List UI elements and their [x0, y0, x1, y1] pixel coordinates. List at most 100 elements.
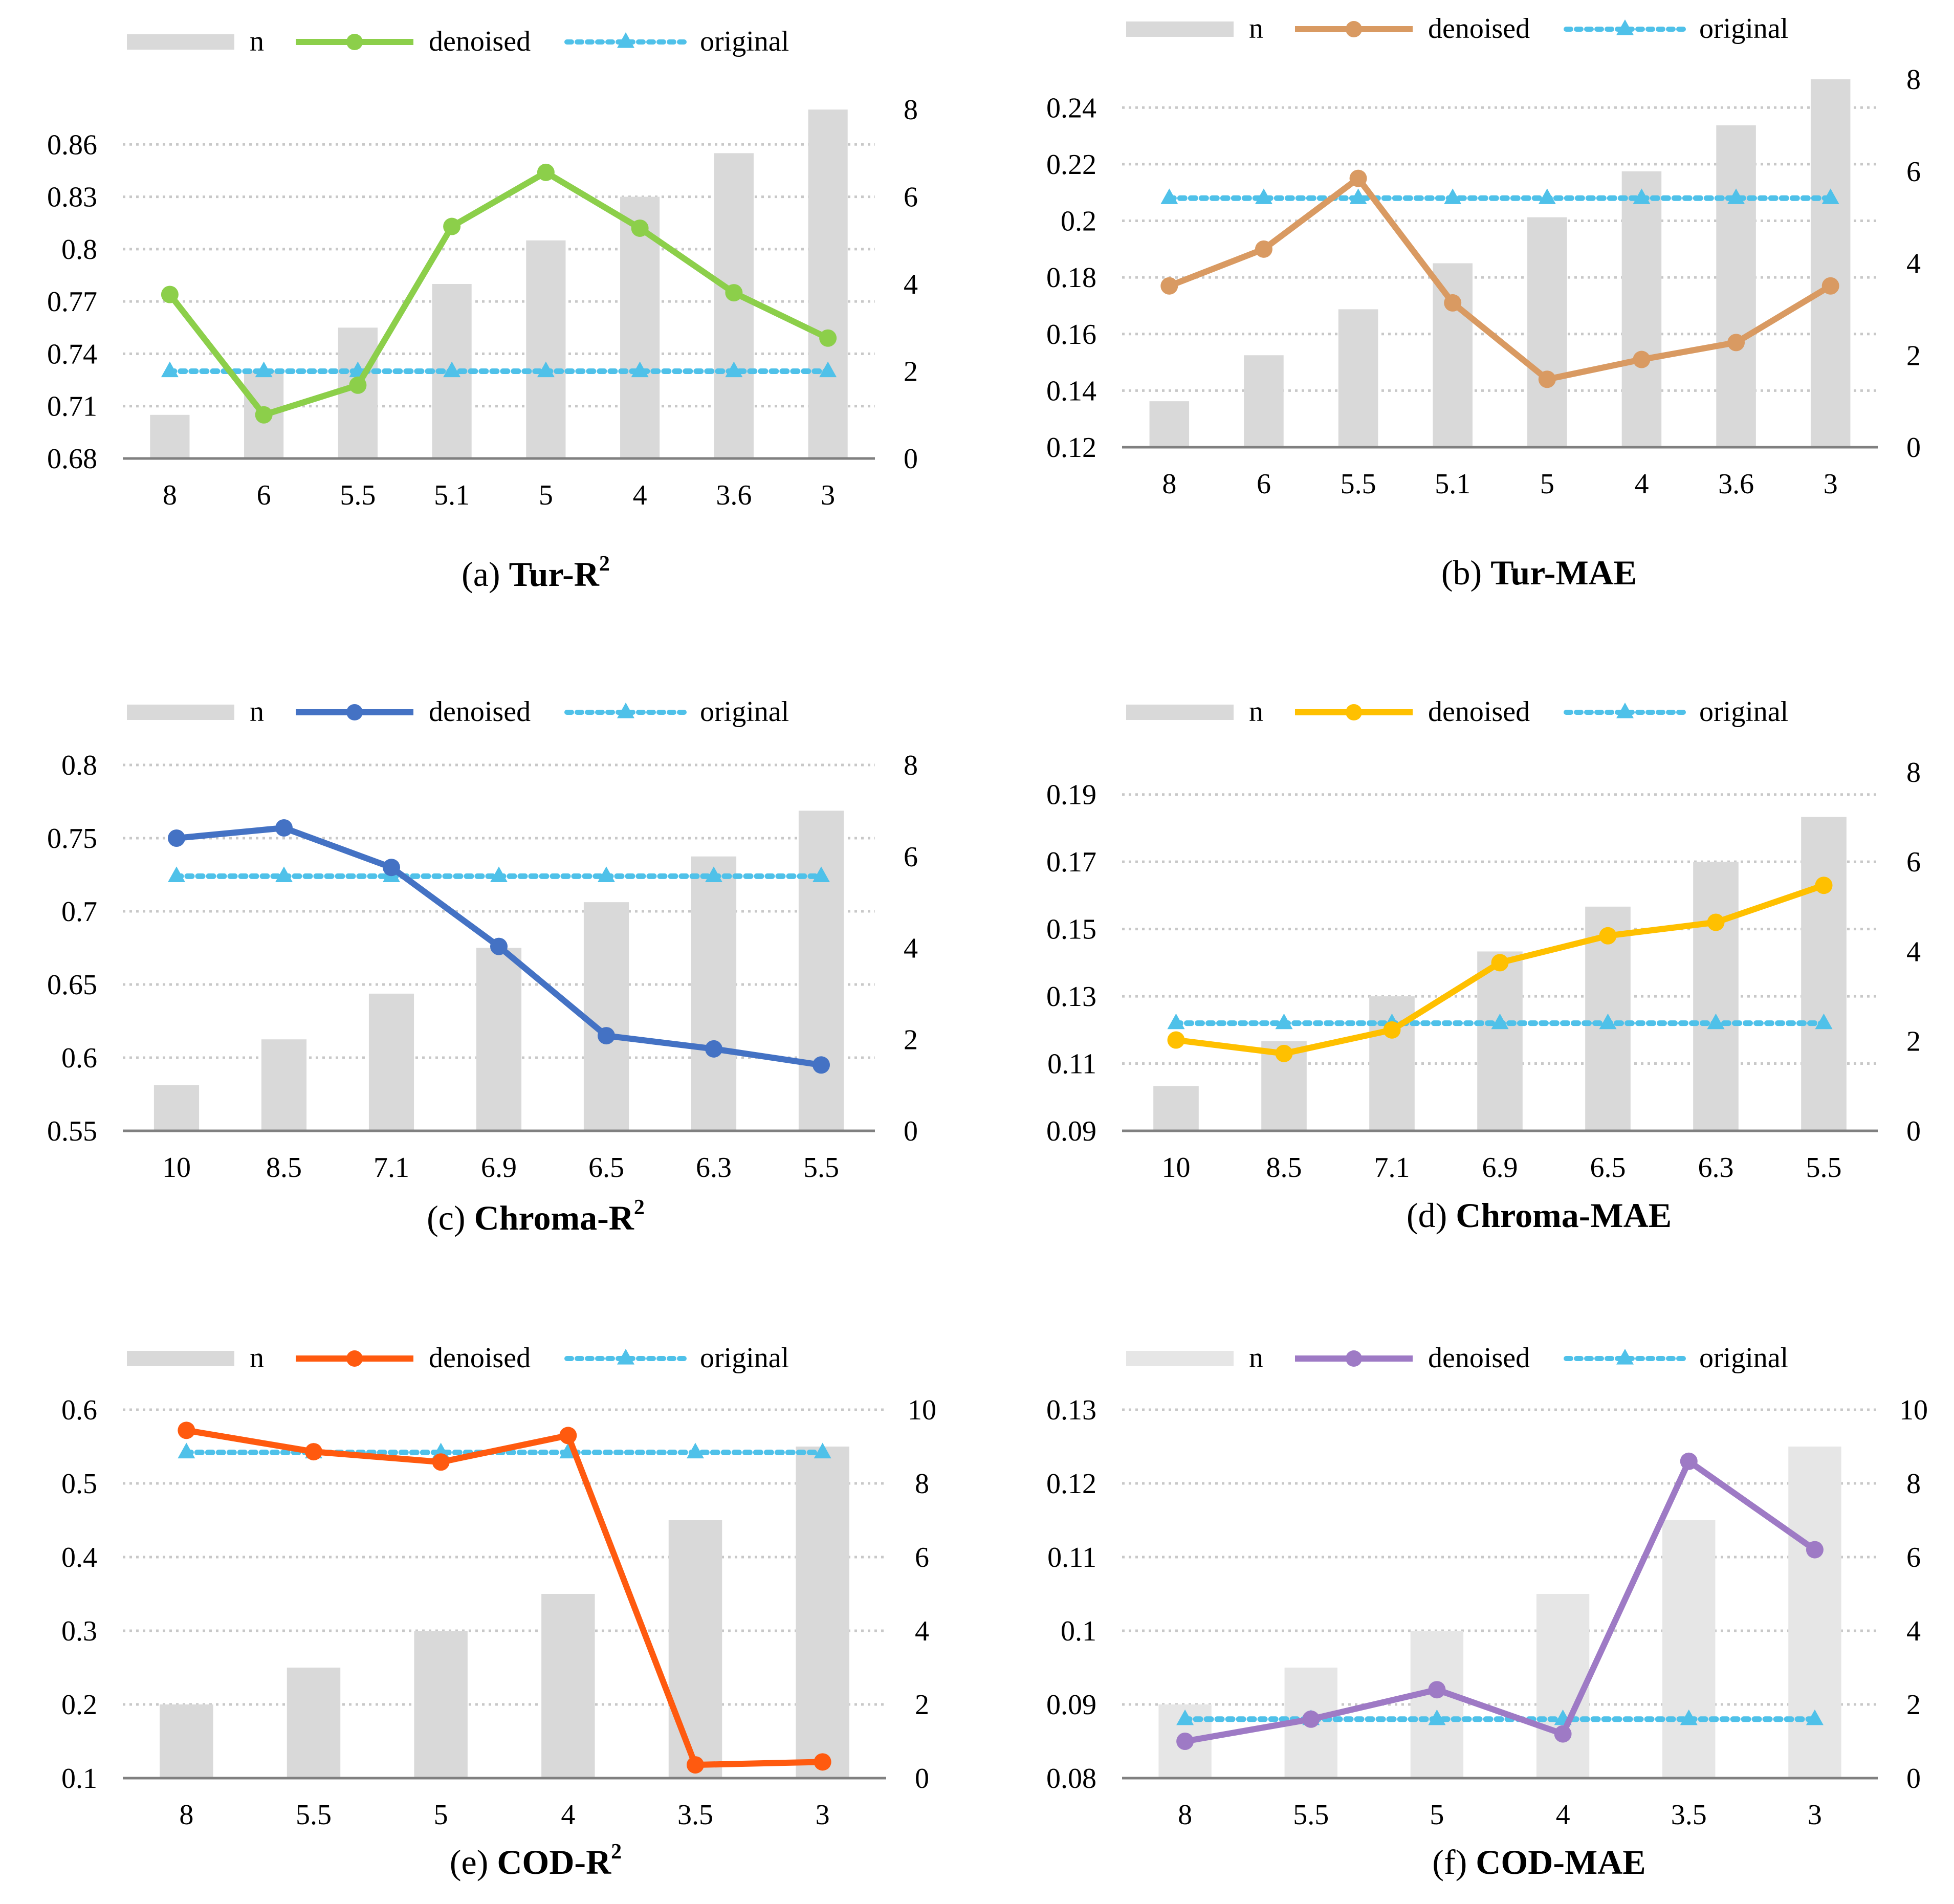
bar: [808, 110, 848, 459]
denoised-point: [819, 329, 837, 347]
x-tick-label: 8: [1178, 1799, 1192, 1831]
original-point: [813, 866, 830, 882]
x-tick-label: 3.5: [1671, 1799, 1707, 1831]
y2-tick-label: 8: [904, 94, 918, 126]
bar: [714, 153, 754, 458]
denoised-point: [537, 163, 555, 181]
x-tick-label: 5.5: [296, 1799, 332, 1831]
denoised-point: [1160, 277, 1178, 295]
y-tick-label: 0.2: [1061, 206, 1096, 237]
denoised-point: [1167, 1031, 1185, 1049]
denoised-point: [1821, 277, 1839, 295]
bar: [1244, 355, 1284, 447]
original-point: [275, 866, 293, 882]
y-axis-left: 0.09 0.11 0.13 0.15 0.17 0.19: [1046, 779, 1878, 1147]
y-tick-label: 0.1: [1061, 1615, 1096, 1647]
original-point: [1444, 188, 1462, 204]
bar: [1716, 125, 1756, 447]
legend-n-label: n: [1249, 696, 1263, 728]
y-tick-label: 0.13: [1046, 1394, 1096, 1426]
legend-original-label: original: [700, 1342, 789, 1374]
series-denoised: [168, 819, 830, 1074]
y2-tick-label: 2: [1906, 1026, 1921, 1058]
legend: n denoised original: [127, 696, 789, 728]
denoised-point: [725, 284, 743, 302]
bar: [261, 1039, 307, 1131]
denoised-point: [255, 406, 273, 424]
panel-caption: (b) Tur-MAE: [1441, 553, 1637, 592]
y-tick-label: 0.13: [1046, 981, 1096, 1013]
y-tick-label: 0.11: [1047, 1542, 1096, 1573]
legend-original-marker: [1616, 1349, 1634, 1365]
legend-denoised-label: denoised: [1428, 696, 1530, 728]
legend: n denoised original: [1126, 696, 1788, 728]
bars: [1149, 79, 1851, 447]
y-axis-left: 0.08 0.09 0.1 0.11 0.12 0.13: [1046, 1394, 1878, 1794]
x-axis-labels: 8 6 5.5 5.1 5 4 3.6 3: [163, 479, 835, 511]
series-original: [1160, 188, 1839, 204]
x-tick-label: 3: [821, 479, 835, 511]
denoised-point: [443, 217, 461, 235]
x-tick-label: 5.5: [803, 1152, 839, 1184]
bar: [1338, 309, 1378, 447]
x-tick-label: 6.3: [696, 1152, 732, 1184]
legend-denoised-label: denoised: [429, 696, 531, 728]
original-point: [1599, 1013, 1617, 1030]
y-axis-left: 0.1 0.2 0.3 0.4 0.5 0.6: [61, 1394, 886, 1794]
bar: [1810, 79, 1851, 447]
bar: [476, 948, 522, 1131]
legend-denoised-marker: [346, 1350, 363, 1367]
legend-n-swatch: [1126, 1351, 1234, 1366]
bar: [526, 240, 566, 458]
x-tick-label: 4: [1556, 1799, 1570, 1831]
original-point: [598, 866, 615, 882]
legend-denoised-marker: [1346, 704, 1362, 720]
y2-tick-label: 6: [1906, 846, 1921, 878]
x-tick-label: 3: [1808, 1799, 1822, 1831]
panel-title-superscript: 2: [599, 552, 610, 576]
y-tick-label: 0.14: [1046, 375, 1096, 407]
original-point: [1349, 188, 1367, 204]
bar: [150, 414, 190, 458]
panel-title: COD-R: [497, 1843, 611, 1881]
x-axis-labels: 10 8.5 7.1 6.9 6.5 6.3 5.5: [1162, 1152, 1842, 1184]
legend-denoised-marker: [1346, 21, 1362, 37]
chart-c: n denoised original 0.55 0.6 0.65 0.7 0.75 0.8 0 2…: [47, 696, 918, 1237]
denoised-point: [1806, 1541, 1824, 1559]
x-tick-label: 10: [1162, 1152, 1191, 1184]
series-denoised: [1160, 169, 1839, 388]
panel-caption: (f) COD-MAE: [1432, 1843, 1645, 1881]
panel-label: (a): [462, 555, 509, 594]
bar: [541, 1594, 595, 1778]
legend-denoised-marker: [346, 704, 363, 720]
legend-original-label: original: [700, 696, 789, 728]
y2-tick-label: 0: [1906, 1115, 1921, 1147]
original-point: [814, 1442, 831, 1459]
denoised-point: [559, 1427, 577, 1445]
panel-caption: (a) Tur-R2: [462, 552, 610, 594]
denoised-point: [1707, 913, 1725, 931]
legend-denoised-marker: [1346, 1350, 1362, 1367]
y2-tick-label: 8: [904, 750, 918, 781]
legend-n-label: n: [250, 26, 264, 57]
y-tick-label: 0.09: [1046, 1689, 1096, 1721]
x-tick-label: 3.6: [716, 479, 752, 511]
x-tick-label: 8: [163, 479, 177, 511]
panel-label: (c): [427, 1198, 474, 1237]
x-tick-label: 3.6: [1718, 468, 1754, 500]
y-tick-label: 0.11: [1047, 1048, 1096, 1080]
original-point: [1428, 1709, 1446, 1725]
x-axis-labels: 10 8.5 7.1 6.9 6.5 6.3 5.5: [162, 1152, 839, 1184]
y-tick-label: 0.12: [1046, 1468, 1096, 1500]
bar: [160, 1704, 213, 1778]
x-tick-label: 8.5: [266, 1152, 302, 1184]
legend-original-label: original: [1699, 1342, 1788, 1374]
original-point: [255, 361, 273, 378]
x-tick-label: 4: [633, 479, 647, 511]
x-tick-label: 6.5: [1590, 1152, 1626, 1184]
panel-label: (d): [1407, 1196, 1456, 1235]
denoised-point: [349, 376, 367, 394]
y-tick-label: 0.8: [61, 234, 97, 266]
original-point: [631, 361, 649, 378]
